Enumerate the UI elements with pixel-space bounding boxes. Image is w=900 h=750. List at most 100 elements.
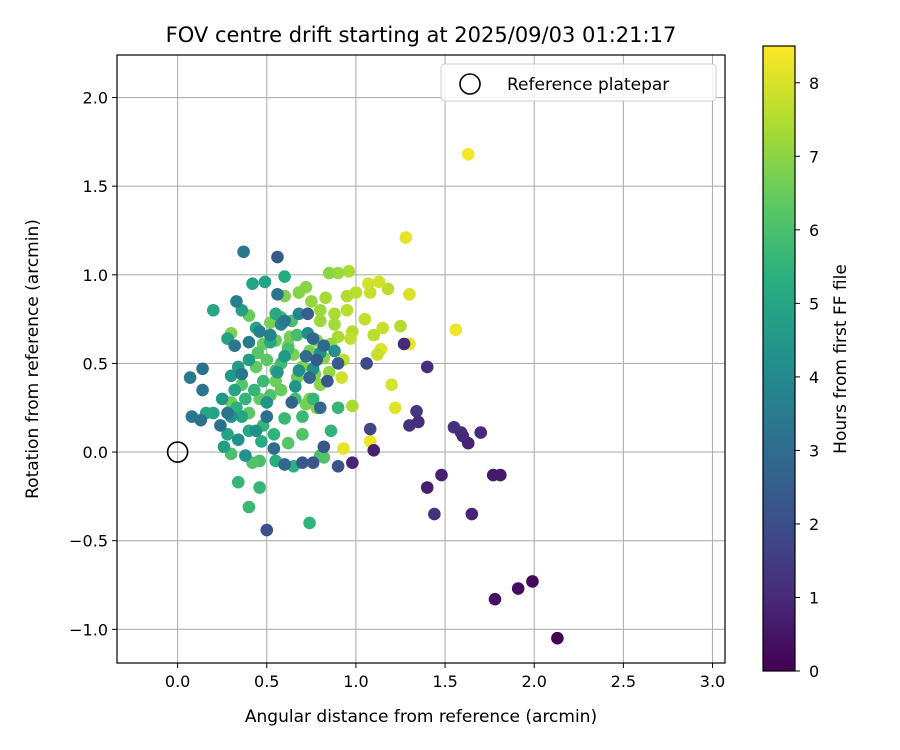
data-point — [217, 440, 231, 454]
data-point — [388, 401, 402, 415]
y-axis-label: Rotation from reference (arcmin) — [23, 219, 43, 499]
data-point — [321, 374, 334, 388]
x-tick-label: 1.5 — [432, 672, 457, 691]
data-point — [260, 353, 274, 367]
data-point — [278, 314, 291, 328]
data-point — [465, 507, 479, 521]
data-point — [214, 419, 227, 432]
data-point — [376, 321, 389, 335]
data-point — [526, 575, 539, 588]
x-axis-ticks: 0.0 0.5 1.0 1.5 2.0 2.5 3.0 — [165, 663, 725, 691]
colorbar-gradient — [762, 45, 796, 672]
data-point — [328, 307, 341, 321]
data-point — [331, 459, 345, 473]
data-point — [488, 592, 502, 606]
data-point — [371, 348, 384, 361]
y-tick-label: 0.5 — [83, 354, 108, 373]
data-point — [399, 231, 413, 244]
data-point — [292, 307, 306, 321]
data-point — [494, 468, 507, 482]
data-point — [196, 362, 209, 376]
data-point — [331, 357, 345, 370]
data-point — [397, 337, 411, 351]
data-point — [303, 516, 316, 530]
y-tick-label: −0.5 — [69, 532, 108, 551]
data-point — [337, 442, 350, 455]
data-point — [313, 314, 327, 328]
x-tick-label: 2.5 — [611, 672, 636, 691]
data-point — [278, 270, 291, 283]
scatter-points — [183, 147, 564, 645]
data-point — [183, 371, 197, 384]
x-tick-label: 0.5 — [254, 672, 279, 691]
data-point — [281, 436, 295, 450]
data-point — [285, 396, 299, 409]
colorbar-tick-label: 8 — [809, 74, 819, 93]
colorbar-tick-label: 4 — [809, 368, 819, 387]
data-point — [461, 147, 475, 161]
y-tick-label: −1.0 — [69, 620, 108, 639]
data-point — [474, 426, 488, 439]
data-point — [231, 433, 245, 446]
data-point — [221, 428, 234, 441]
data-point — [269, 307, 282, 321]
data-point — [435, 468, 448, 482]
data-point — [363, 286, 377, 299]
data-point — [360, 357, 373, 370]
data-point — [271, 250, 284, 264]
y-tick-label: 1.5 — [83, 177, 108, 196]
data-point — [231, 475, 245, 489]
x-tick-label: 1.0 — [343, 672, 368, 691]
colorbar-tick-label: 5 — [809, 294, 819, 313]
data-point — [228, 339, 241, 353]
data-point — [242, 353, 256, 367]
data-point — [260, 523, 274, 537]
data-point — [340, 289, 354, 303]
data-point — [271, 288, 284, 301]
data-point — [288, 380, 302, 393]
data-point — [235, 410, 249, 423]
data-point — [317, 339, 331, 353]
data-point — [246, 277, 259, 290]
data-point — [296, 456, 309, 469]
data-point — [292, 286, 306, 299]
data-point — [274, 383, 288, 397]
data-point — [551, 631, 564, 645]
colorbar-tick-label: 3 — [809, 441, 819, 460]
colorbar-tick-label: 2 — [809, 515, 819, 534]
data-point — [296, 410, 309, 423]
data-point — [310, 353, 323, 367]
data-point — [228, 383, 241, 397]
data-point — [196, 383, 209, 397]
data-point — [255, 435, 268, 448]
data-point — [253, 481, 266, 494]
data-point — [340, 303, 354, 317]
data-point — [264, 328, 277, 342]
data-point — [346, 399, 359, 413]
data-point — [239, 392, 252, 406]
data-point — [290, 328, 304, 342]
data-point — [313, 401, 327, 415]
data-point — [224, 369, 238, 383]
legend-marker-icon — [459, 73, 481, 95]
reference-point-marker — [166, 441, 189, 463]
data-point — [313, 303, 327, 317]
data-point — [230, 295, 243, 308]
data-point — [372, 275, 386, 289]
y-axis-ticks: −1.0 −0.5 0.0 0.5 1.0 1.5 2.0 — [69, 89, 117, 639]
data-point — [403, 288, 416, 301]
y-tick-label: 2.0 — [83, 89, 108, 108]
data-point — [306, 456, 320, 469]
x-tick-label: 0.0 — [165, 672, 190, 691]
data-point — [420, 360, 434, 374]
y-tick-label: 1.0 — [83, 266, 108, 285]
data-point — [253, 325, 266, 338]
data-point — [278, 412, 291, 425]
data-point — [358, 312, 372, 326]
data-point — [267, 428, 281, 441]
data-point — [194, 413, 208, 427]
data-point — [319, 291, 332, 305]
data-point — [363, 422, 377, 436]
plot-frame — [116, 54, 726, 664]
x-tick-label: 3.0 — [700, 672, 725, 691]
